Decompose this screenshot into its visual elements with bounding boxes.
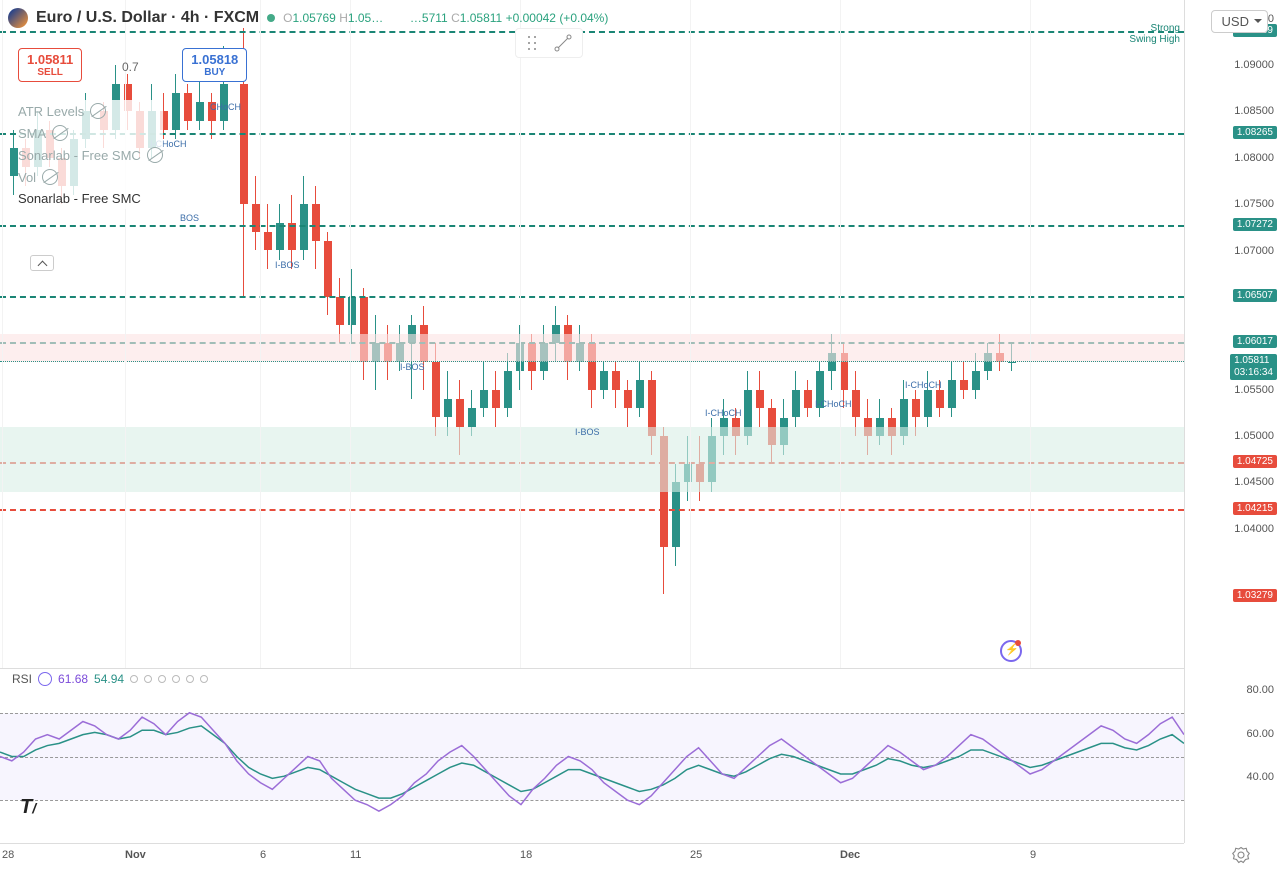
buy-price: 1.05818 (191, 52, 238, 67)
indicator-row[interactable]: ATR Levels (18, 100, 163, 122)
rsi-y-axis[interactable]: 80.0060.0040.00 (1184, 668, 1280, 843)
alert-bolt-icon[interactable] (1000, 640, 1022, 662)
drawing-tools (515, 28, 583, 58)
rsi-header: RSI 61.68 54.94 (12, 672, 208, 686)
rsi-label: RSI (12, 672, 32, 686)
buy-label: BUY (191, 67, 238, 78)
symbol-icon (8, 8, 28, 28)
grid-tool-icon[interactable] (526, 34, 544, 52)
symbol-title[interactable]: Euro / U.S. Dollar · 4h · FXCM (36, 9, 259, 27)
sell-price: 1.05811 (27, 52, 73, 67)
rsi-sync-icon[interactable] (38, 672, 52, 686)
visibility-toggle-icon[interactable] (52, 125, 68, 141)
indicator-row[interactable]: Sonarlab - Free SMC (18, 144, 163, 166)
sell-label: SELL (27, 67, 73, 78)
spread-value: 0.7 (122, 60, 139, 74)
indicator-row[interactable]: Sonarlab - Free SMC (18, 188, 163, 209)
y-axis[interactable]: 1.095001.090001.085001.080001.075001.070… (1184, 0, 1280, 668)
rsi-value-2: 54.94 (94, 672, 124, 686)
settings-gear-icon[interactable] (1232, 846, 1250, 864)
ohlc-readout: O1.05769 H1.05… …5711 C1.05811 +0.00042 … (283, 11, 608, 25)
chart-header: Euro / U.S. Dollar · 4h · FXCM O1.05769 … (0, 0, 1280, 35)
indicators-list: ATR LevelsSMASonarlab - Free SMCVolSonar… (18, 100, 163, 209)
line-tool-icon[interactable] (554, 34, 572, 52)
rsi-opt-icon[interactable] (130, 675, 138, 683)
x-axis[interactable]: 28Nov6111825Dec9 (0, 843, 1184, 869)
sell-button[interactable]: 1.05811 SELL (18, 48, 82, 82)
visibility-toggle-icon[interactable] (42, 169, 58, 185)
indicator-row[interactable]: SMA (18, 122, 163, 144)
tv-logo: T/ (20, 796, 36, 819)
buy-button[interactable]: 1.05818 BUY (182, 48, 247, 82)
rsi-plot (0, 669, 1184, 844)
visibility-toggle-icon[interactable] (147, 147, 163, 163)
rsi-value-1: 61.68 (58, 672, 88, 686)
indicator-row[interactable]: Vol (18, 166, 163, 188)
session-dot-icon (267, 14, 275, 22)
price-chart[interactable]: StrongSwing HighCHoCHI-CHoCHBOSI-BOSI-BO… (0, 0, 1184, 668)
visibility-toggle-icon[interactable] (90, 103, 106, 119)
collapse-chevron-icon[interactable] (30, 255, 54, 271)
currency-select[interactable]: USD (1211, 10, 1268, 33)
rsi-panel[interactable]: RSI 61.68 54.94 (0, 668, 1184, 843)
